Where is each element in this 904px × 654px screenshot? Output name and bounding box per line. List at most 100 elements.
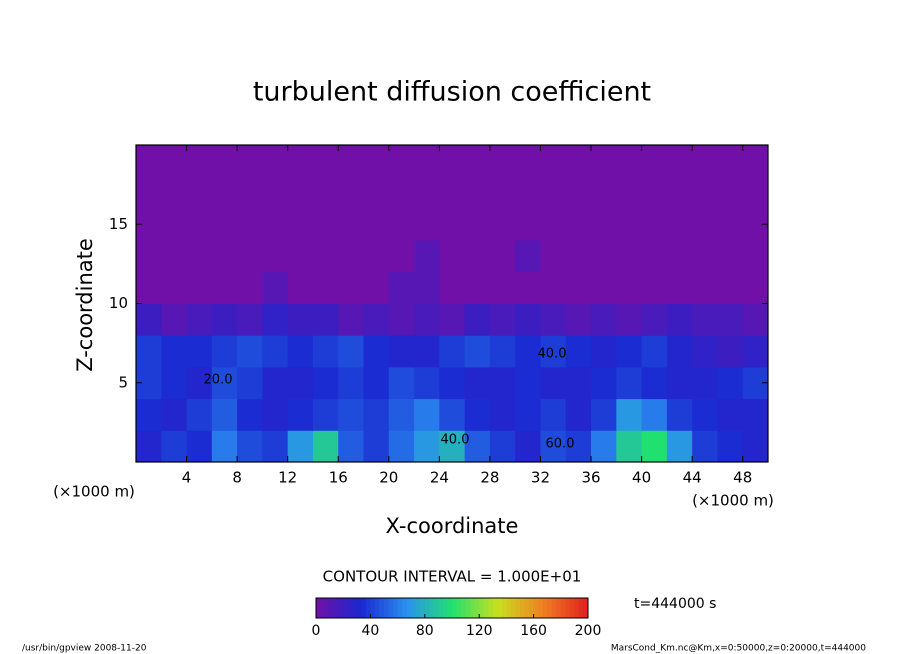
- x-tick-label: 28: [480, 469, 499, 487]
- heat-cell: [338, 430, 365, 463]
- heat-cell: [439, 303, 466, 336]
- heat-cell: [363, 335, 390, 368]
- colorbar-swatch: [433, 598, 439, 618]
- heat-cell: [312, 366, 339, 400]
- colorbar-swatch: [492, 598, 498, 618]
- heat-cell: [287, 303, 314, 336]
- heat-cell: [742, 271, 769, 304]
- heat-cell: [439, 240, 466, 273]
- heat-cell: [414, 335, 440, 368]
- colorbar-swatch: [438, 598, 444, 618]
- x-tick-label: 24: [430, 469, 449, 487]
- colorbar-swatch: [424, 598, 430, 618]
- colorbar-swatch: [483, 598, 489, 618]
- colorbar-swatch: [420, 598, 426, 618]
- heat-cell: [616, 271, 643, 304]
- heat-cell: [287, 398, 314, 431]
- heat-cell: [312, 240, 339, 273]
- heat-cell: [338, 240, 365, 273]
- heat-cell: [565, 208, 592, 241]
- heat-cell: [312, 208, 339, 241]
- heat-cell: [489, 430, 516, 463]
- heat-cell: [237, 271, 263, 304]
- heat-cell: [262, 398, 289, 431]
- heat-cell: [287, 430, 314, 463]
- heat-cell: [363, 366, 390, 400]
- heat-cell: [515, 208, 541, 241]
- colorbar-tick-label: 80: [416, 623, 434, 639]
- heat-cell: [312, 335, 339, 368]
- heat-cell: [161, 398, 188, 431]
- heat-cell: [338, 208, 365, 241]
- heat-cell: [338, 176, 365, 209]
- heat-cell: [515, 430, 541, 463]
- heat-cell: [312, 430, 339, 463]
- heat-cell: [717, 398, 744, 431]
- colorbar-swatch: [456, 598, 462, 618]
- heat-cell: [540, 366, 567, 400]
- heat-cell: [742, 240, 769, 273]
- heat-cell: [692, 176, 718, 209]
- footer-left: /usr/bin/gpview 2008-11-20: [22, 644, 147, 654]
- heat-cell: [439, 366, 466, 400]
- heat-cell: [186, 398, 213, 431]
- heat-cell: [338, 271, 365, 304]
- colorbar-swatch: [583, 598, 589, 618]
- colorbar-swatch: [384, 598, 389, 618]
- heat-cell: [161, 176, 188, 209]
- heat-cell: [312, 271, 339, 304]
- heat-cell: [186, 303, 213, 336]
- heat-cell: [692, 430, 718, 463]
- colorbar-tick-label: 0: [312, 623, 321, 639]
- heat-cell: [540, 430, 567, 463]
- heat-cell: [591, 335, 617, 368]
- heat-cell: [540, 208, 567, 241]
- heat-cell: [211, 430, 238, 463]
- colorbar-swatch: [465, 598, 471, 618]
- heat-cell: [489, 398, 516, 431]
- heat-cell: [616, 430, 643, 463]
- x-tick-label: 20: [379, 469, 398, 487]
- heat-cell: [414, 145, 440, 178]
- heat-cell: [666, 208, 693, 241]
- heat-cell: [186, 335, 213, 368]
- colorbar-tick-label: 200: [575, 623, 602, 639]
- heat-cell: [136, 145, 162, 178]
- heat-cell: [186, 176, 213, 209]
- heat-cell: [591, 271, 617, 304]
- heat-cell: [591, 303, 617, 336]
- heat-cell: [262, 335, 289, 368]
- colorbar-swatch: [474, 598, 480, 618]
- colorbar-swatch: [361, 598, 367, 618]
- heat-cell: [363, 240, 390, 273]
- heat-cell: [565, 398, 592, 431]
- colorbar-swatch: [547, 598, 553, 618]
- heat-cell: [616, 303, 643, 336]
- heat-cell: [616, 240, 643, 273]
- heat-cell: [666, 176, 693, 209]
- heat-cell: [641, 430, 668, 463]
- heat-cell: [363, 271, 390, 304]
- heat-cell: [489, 240, 516, 273]
- colorbar-swatch: [515, 598, 521, 618]
- heat-cell: [388, 398, 415, 431]
- heat-cell: [388, 335, 415, 368]
- heat-cell: [237, 208, 263, 241]
- heat-cell: [136, 335, 162, 368]
- colorbar-frame: [315, 597, 589, 619]
- heat-cell: [565, 335, 592, 368]
- y-unit-label: (×1000 m): [53, 483, 135, 501]
- colorbar-swatch: [397, 598, 403, 618]
- heat-cell: [186, 366, 213, 400]
- colorbar-swatch: [538, 598, 544, 618]
- heat-cell: [515, 240, 541, 273]
- heat-cell: [464, 430, 491, 463]
- heat-cell: [540, 176, 567, 209]
- heat-cell: [565, 303, 592, 336]
- x-tick-label: 32: [531, 469, 550, 487]
- colorbar-swatch: [542, 598, 548, 618]
- heat-cell: [136, 176, 162, 209]
- heat-cell: [287, 176, 314, 209]
- heat-cell: [666, 303, 693, 336]
- heat-cell: [692, 240, 718, 273]
